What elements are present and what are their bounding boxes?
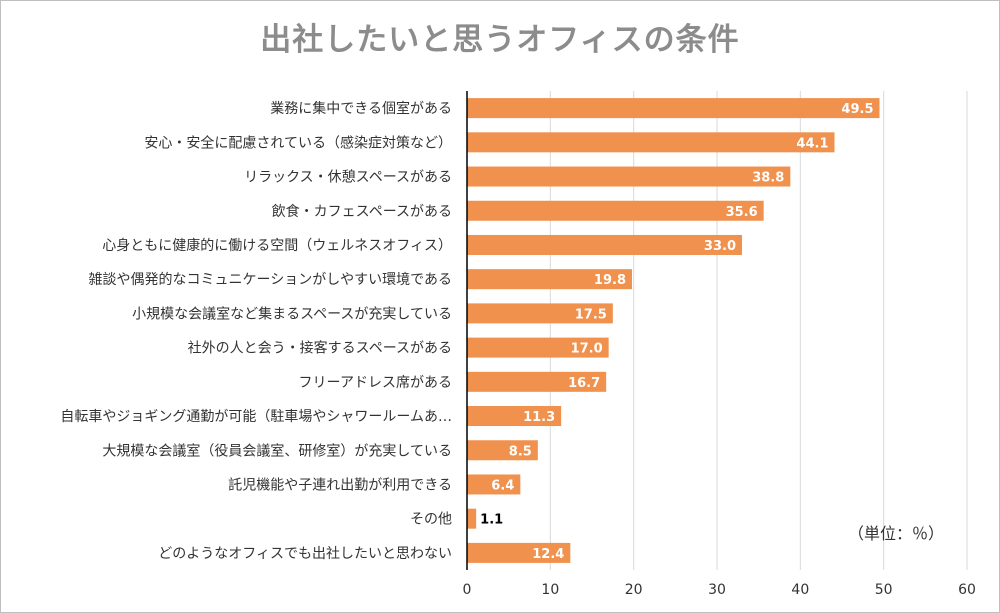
category-label: どのようなオフィスでも出社したいと思わない xyxy=(158,546,452,562)
data-label: 11.3 xyxy=(523,410,555,425)
bar xyxy=(467,98,880,119)
category-label: 大規模な会議室（役員会議室、研修室）が充実している xyxy=(102,442,452,459)
x-tick-label: 60 xyxy=(958,582,976,598)
bar xyxy=(467,166,791,187)
bar xyxy=(467,303,613,324)
data-label: 19.8 xyxy=(594,273,626,288)
x-tick-label: 20 xyxy=(625,582,643,598)
category-label: 心身ともに健康的に働ける空間（ウェルネスオフィス） xyxy=(102,237,452,254)
x-tick-label: 40 xyxy=(791,582,809,598)
bar xyxy=(467,440,538,461)
data-label: 17.5 xyxy=(575,307,607,322)
bar xyxy=(467,269,632,290)
data-label: 35.6 xyxy=(726,205,758,220)
bar xyxy=(467,406,562,427)
bar xyxy=(467,474,521,495)
data-label: 38.8 xyxy=(752,171,784,186)
data-label: 33.0 xyxy=(704,239,736,254)
bar xyxy=(467,132,835,153)
data-label: 49.5 xyxy=(841,102,873,117)
chart-title: 出社したいと思うオフィスの条件 xyxy=(260,22,740,58)
unit-note: （単位：％） xyxy=(848,524,945,543)
bar xyxy=(467,234,742,255)
category-label: 安心・安全に配慮されている（感染症対策など） xyxy=(144,134,452,151)
category-label: 託児機能や子連れ出勤が利用できる xyxy=(228,477,452,493)
bar xyxy=(467,200,764,221)
bar xyxy=(467,371,607,392)
data-label: 12.4 xyxy=(532,547,564,562)
category-label: 飲食・カフェスペースがある xyxy=(272,203,452,220)
data-label: 16.7 xyxy=(568,376,600,391)
bar xyxy=(467,508,477,529)
category-label: 雑談や偶発的なコミュニケーションがしやすい環境である xyxy=(89,272,452,288)
category-label: 社外の人と会う・接客するスペースがある xyxy=(188,340,452,357)
category-label: その他 xyxy=(410,512,452,528)
data-label: 8.5 xyxy=(509,444,532,459)
data-label: 1.1 xyxy=(480,513,503,528)
category-label: 小規模な会議室など集まるスペースが充実している xyxy=(132,305,452,322)
data-label: 6.4 xyxy=(491,478,514,493)
category-label: フリーアドレス席がある xyxy=(299,375,452,391)
category-label: リラックス・休憩スペースがある xyxy=(244,169,452,186)
x-tick-label: 10 xyxy=(541,582,559,598)
x-tick-label: 50 xyxy=(875,582,893,598)
bar xyxy=(467,542,571,563)
x-tick-label: 30 xyxy=(708,582,726,598)
data-label: 44.1 xyxy=(796,136,828,151)
category-label: 自転車やジョギング通勤が可能（駐車場やシャワールームあ… xyxy=(60,408,452,425)
data-label: 17.0 xyxy=(571,342,603,357)
bar xyxy=(467,337,609,358)
x-tick-label: 0 xyxy=(463,582,472,598)
category-label: 業務に集中できる個室がある xyxy=(270,100,452,117)
